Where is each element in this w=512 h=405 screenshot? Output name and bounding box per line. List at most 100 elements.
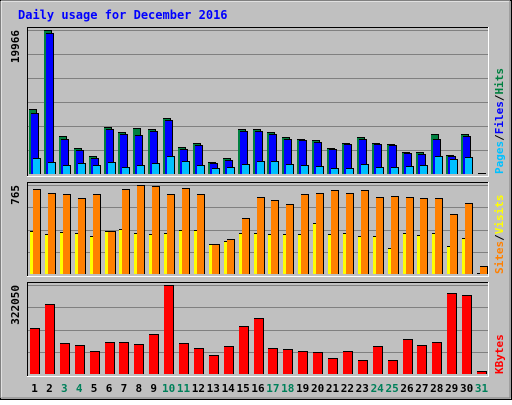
bar-pages-day-30 [465, 157, 473, 174]
bar-visits-day-20 [316, 193, 324, 274]
bar-visits-day-30 [465, 203, 473, 274]
bar-visits-day-19 [301, 194, 309, 274]
day-label-5: 5 [91, 382, 98, 395]
bar-pages-day-25 [391, 167, 399, 174]
bar-pages-day-17 [271, 161, 279, 174]
panel-kbytes: 322050 KBytes [9, 282, 506, 377]
day-label-15: 15 [236, 382, 249, 395]
bar-kbytes-day-20 [313, 352, 323, 374]
bar-pages-day-3 [63, 165, 71, 174]
bar-visits-day-8 [137, 185, 145, 274]
day-label-29: 29 [445, 382, 458, 395]
day-label-31: 31 [475, 382, 489, 395]
bar-pages-day-19 [301, 165, 309, 174]
bar-pages-day-2 [48, 162, 56, 174]
day-label-26: 26 [400, 382, 414, 395]
bar-kbytes-day-22 [343, 351, 353, 374]
bar-kbytes-day-1 [30, 328, 40, 374]
day-label-3: 3 [61, 382, 68, 395]
bar-pages-day-15 [242, 164, 250, 174]
legend-entry: Pages [493, 141, 506, 174]
bar-pages-day-26 [406, 166, 414, 174]
day-label-24: 24 [371, 382, 385, 395]
bar-kbytes-day-28 [432, 342, 442, 374]
bar-visits-day-11 [182, 188, 190, 274]
legend-entry: / [493, 134, 506, 141]
bar-kbytes-day-7 [119, 342, 129, 374]
day-label-20: 20 [311, 382, 324, 395]
legend-entry: Hits [493, 68, 506, 95]
bar-files-day-31 [478, 173, 486, 174]
bar-kbytes-day-24 [373, 346, 383, 374]
day-label-19: 19 [296, 382, 309, 395]
bar-pages-day-1 [33, 158, 41, 174]
bar-kbytes-day-17 [268, 348, 278, 374]
bar-pages-day-11 [182, 161, 190, 174]
y-max-label-visits: 765 [9, 185, 22, 205]
panel-visits: 765 Sites/Visits [9, 182, 506, 277]
day-label-25: 25 [385, 382, 398, 395]
bar-kbytes-day-18 [283, 349, 293, 374]
day-label-11: 11 [177, 382, 191, 395]
bar-visits-day-26 [406, 197, 414, 274]
bar-pages-day-13 [212, 168, 220, 174]
bar-pages-day-7 [122, 167, 130, 174]
bar-pages-day-29 [450, 159, 458, 174]
day-label-6: 6 [106, 382, 113, 395]
bar-visits-day-2 [48, 193, 56, 274]
bar-pages-day-16 [257, 161, 265, 174]
day-label-23: 23 [356, 382, 369, 395]
bar-visits-day-17 [271, 200, 279, 274]
bar-visits-day-15 [242, 218, 250, 274]
day-label-1: 1 [31, 382, 38, 395]
bar-visits-day-27 [420, 198, 428, 274]
day-label-8: 8 [135, 382, 142, 395]
bar-visits-day-23 [361, 190, 369, 274]
day-label-18: 18 [281, 382, 294, 395]
bar-pages-day-4 [78, 163, 86, 174]
bar-kbytes-day-3 [60, 343, 70, 374]
bar-visits-day-22 [346, 193, 354, 274]
legend-entry: Visits [493, 195, 506, 235]
bar-kbytes-day-10 [164, 285, 174, 374]
bar-visits-day-1 [33, 189, 41, 274]
legend-kbytes: KBytes [493, 334, 506, 374]
bar-visits-day-7 [122, 189, 130, 274]
bar-visits-day-16 [257, 197, 265, 274]
bar-pages-day-12 [197, 165, 205, 174]
bar-pages-day-21 [331, 168, 339, 174]
day-label-28: 28 [430, 382, 443, 395]
day-label-10: 10 [162, 382, 175, 395]
bar-kbytes-day-8 [134, 344, 144, 374]
bar-pages-day-9 [152, 163, 160, 174]
y-max-label-hits: 19966 [9, 30, 22, 63]
bar-visits-day-5 [93, 194, 101, 274]
bar-kbytes-day-5 [90, 351, 100, 374]
bar-pages-day-8 [137, 165, 145, 174]
bar-kbytes-day-6 [105, 342, 115, 374]
bar-visits-day-12 [197, 194, 205, 274]
bar-pages-day-28 [435, 156, 443, 174]
bar-pages-day-10 [167, 156, 175, 174]
bar-visits-day-10 [167, 194, 175, 274]
day-label-22: 22 [341, 382, 354, 395]
bar-visits-day-18 [286, 204, 294, 274]
bar-visits-day-3 [63, 194, 71, 274]
chart-title: Daily usage for December 2016 [18, 8, 228, 22]
bar-kbytes-day-21 [328, 358, 338, 374]
chart-panels: 19966Pages/Files/Hits765Sites/Visits3220… [9, 27, 506, 377]
bar-visits-day-14 [227, 239, 235, 274]
day-label-27: 27 [415, 382, 428, 395]
bar-pages-day-5 [93, 165, 101, 174]
bar-kbytes-day-27 [417, 345, 427, 374]
bar-pages-day-23 [361, 164, 369, 174]
bar-kbytes-day-16 [254, 318, 264, 374]
bar-kbytes-day-2 [45, 304, 55, 374]
bar-kbytes-day-25 [388, 360, 398, 374]
bar-visits-day-25 [391, 196, 399, 274]
bar-kbytes-day-26 [403, 339, 413, 374]
bar-visits-day-24 [376, 197, 384, 274]
day-label-7: 7 [121, 382, 128, 395]
